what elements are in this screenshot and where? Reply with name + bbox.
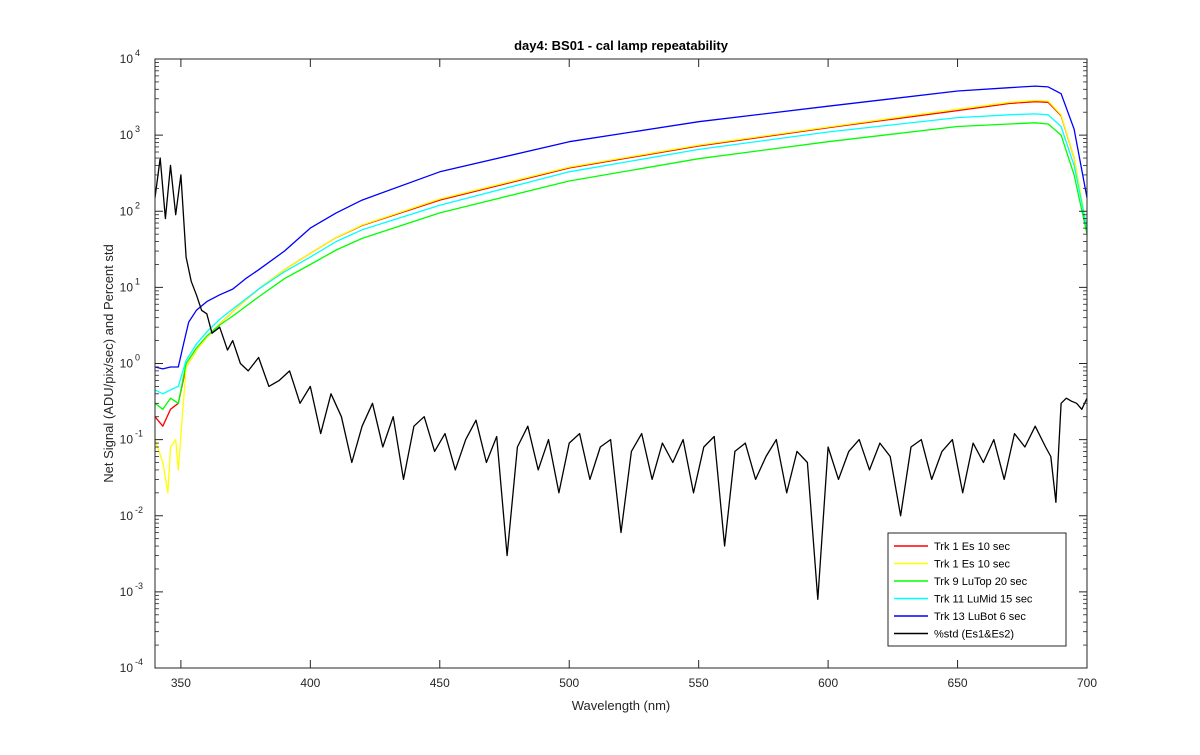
x-axis-label: Wavelength (nm) bbox=[572, 698, 671, 713]
x-tick-label: 650 bbox=[948, 676, 968, 690]
legend-label: %std (Es1&Es2) bbox=[934, 629, 1014, 641]
series-line-4 bbox=[155, 113, 1087, 395]
legend-label: Trk 11 LuMid 15 sec bbox=[934, 594, 1033, 606]
x-tick-label: 550 bbox=[689, 676, 709, 690]
y-tick-label: 10 bbox=[120, 357, 134, 371]
chart-title: day4: BS01 - cal lamp repeatability bbox=[514, 38, 729, 53]
legend: Trk 1 Es 10 sec Trk 1 Es 10 sec Trk 9 LuTo… bbox=[887, 532, 1067, 647]
y-tick-label: 10 bbox=[120, 509, 134, 523]
y-tick-exponent: -1 bbox=[135, 429, 143, 439]
y-tick-exponent: -2 bbox=[135, 505, 143, 515]
series-layer bbox=[155, 85, 1087, 600]
y-tick-label: 10 bbox=[120, 128, 134, 142]
x-tick-label: 350 bbox=[171, 676, 191, 690]
x-axis: 350 400 450 500 550 600 650 700 bbox=[171, 59, 1097, 690]
y-tick-exponent: -3 bbox=[135, 581, 143, 591]
y-tick-exponent: 2 bbox=[135, 200, 140, 210]
y-tick-label: 10 bbox=[120, 433, 134, 447]
series-line-3 bbox=[155, 122, 1087, 410]
y-tick-label: 10 bbox=[120, 52, 134, 66]
series-line-6 bbox=[155, 157, 1087, 600]
y-tick-exponent: 0 bbox=[135, 353, 140, 363]
series-line-5 bbox=[155, 85, 1087, 370]
x-tick-label: 700 bbox=[1077, 676, 1097, 690]
y-tick-label: 10 bbox=[120, 204, 134, 218]
series-line-2 bbox=[155, 99, 1087, 494]
y-tick-label: 10 bbox=[120, 280, 134, 294]
x-tick-label: 500 bbox=[559, 676, 579, 690]
y-tick-label: 10 bbox=[120, 585, 134, 599]
y-tick-exponent: -4 bbox=[135, 657, 143, 667]
legend-label: Trk 1 Es 10 sec bbox=[934, 541, 1011, 553]
y-tick-exponent: 4 bbox=[135, 48, 140, 58]
x-tick-label: 600 bbox=[818, 676, 838, 690]
y-tick-label: 10 bbox=[120, 661, 134, 675]
legend-box bbox=[887, 532, 1067, 647]
y-tick-exponent: 3 bbox=[135, 124, 140, 134]
x-tick-label: 450 bbox=[430, 676, 450, 690]
legend-label: Trk 1 Es 10 sec bbox=[934, 559, 1011, 571]
legend-label: Trk 13 LuBot 6 sec bbox=[934, 611, 1026, 623]
legend-label: Trk 9 LuTop 20 sec bbox=[934, 576, 1028, 588]
x-tick-label: 400 bbox=[300, 676, 320, 690]
y-tick-exponent: 1 bbox=[135, 276, 140, 286]
y-axis-label: Net Signal (ADU/pix/sec) and Percent std bbox=[101, 244, 116, 482]
